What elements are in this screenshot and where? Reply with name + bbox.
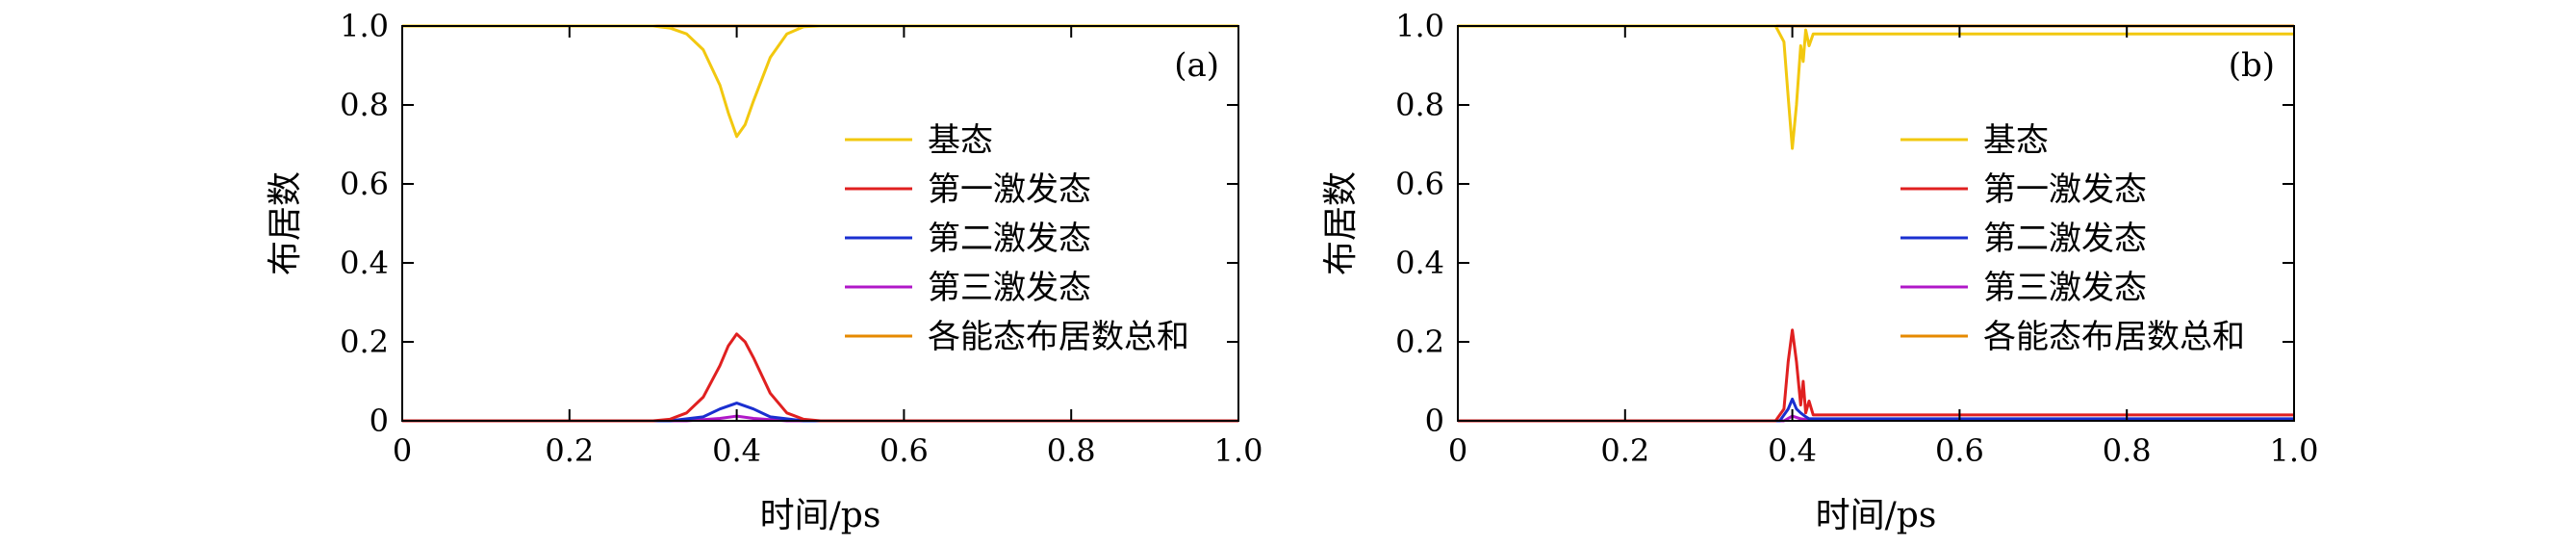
legend-label-1: 第一激发态 [1983,170,2147,209]
x-tick-label: 0.2 [545,432,594,469]
series-line-0 [1458,24,2294,150]
y-tick-label: 0 [1425,403,1444,439]
x-tick-label: 0.8 [2103,432,2152,469]
y-axis-title: 布居数 [1321,171,1361,275]
legend-label-0: 基态 [928,121,993,160]
x-tick-label: 0.8 [1047,432,1096,469]
legend-label-4: 各能态布居数总和 [1983,318,2245,356]
y-tick-label: 0.2 [340,324,389,360]
legend-label-1: 第一激发态 [928,170,1091,209]
y-tick-label: 0.8 [340,87,389,123]
series-line-1 [402,332,1238,423]
panel-label: (b) [2229,46,2275,85]
y-tick-label: 1.0 [340,8,389,44]
series-line-0 [402,24,1238,139]
x-tick-label: 0.2 [1600,432,1649,469]
legend-label-4: 各能态布居数总和 [928,318,1189,356]
series-line-2 [1458,397,2294,423]
x-tick-label: 0.6 [1935,432,1984,469]
y-tick-label: 1.0 [1395,8,1444,44]
y-tick-label: 0.6 [1395,166,1444,202]
x-tick-label: 0.4 [712,432,761,469]
x-axis-title: 时间/ps [760,496,881,535]
x-tick-label: 0.4 [1768,432,1817,469]
x-tick-label: 0 [393,432,412,469]
x-tick-label: 0.6 [880,432,929,469]
legend-label-3: 第三激发态 [928,269,1091,307]
chart-panel-a: 0 0.2 0.4 0.6 0.8 1.0 0 0.2 0.4 0.6 0.8 1.0 时间/ps 布居数… [266,8,1262,535]
series-line-2 [402,402,1238,423]
legend-label-2: 第二激发态 [928,220,1091,258]
y-tick-label: 0.8 [1395,87,1444,123]
x-tick-label: 1.0 [2270,432,2319,469]
legend-label-2: 第二激发态 [1983,220,2147,258]
y-tick-label: 0.2 [1395,324,1444,360]
legend-label-0: 基态 [1983,121,2049,160]
axes-frame [1457,25,2295,422]
legend-label-3: 第三激发态 [1983,269,2147,307]
panel-label: (a) [1174,46,1219,85]
axes-frame [401,25,1239,422]
chart-panel-b: 0 0.2 0.4 0.6 0.8 1.0 0 0.2 0.4 0.6 0.8 1.0 时间/ps 布居数… [1321,8,2318,535]
x-tick-label: 1.0 [1214,432,1263,469]
x-tick-label: 0 [1448,432,1467,469]
y-tick-label: 0.6 [340,166,389,202]
series-line-1 [1458,328,2294,423]
y-tick-label: 0.4 [1395,245,1444,281]
y-axis-title: 布居数 [266,171,305,275]
y-tick-label: 0.4 [340,245,389,281]
x-axis-title: 时间/ps [1816,496,1937,535]
y-tick-label: 0 [370,403,389,439]
